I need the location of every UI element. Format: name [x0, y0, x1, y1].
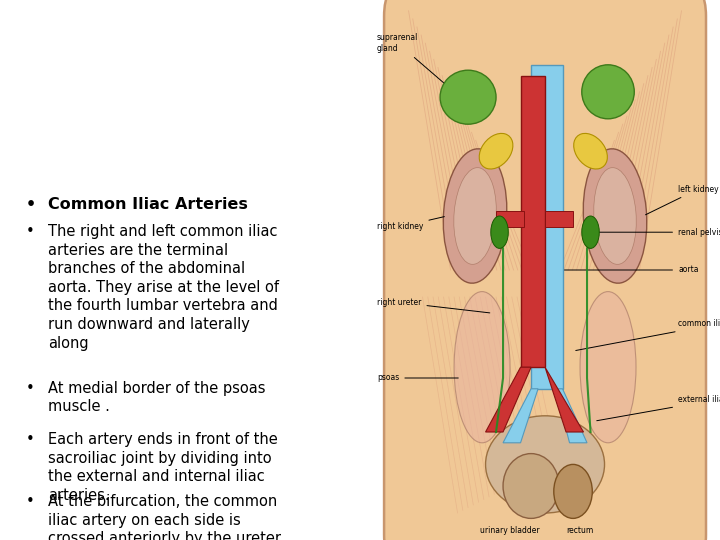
Ellipse shape [454, 167, 496, 265]
Ellipse shape [491, 216, 508, 248]
Text: right ureter: right ureter [377, 298, 490, 313]
Ellipse shape [582, 65, 634, 119]
Text: Common Iliac Arteries: Common Iliac Arteries [48, 197, 248, 212]
Bar [521, 76, 545, 367]
Bar [545, 211, 573, 227]
Ellipse shape [485, 416, 605, 513]
Text: •: • [26, 381, 35, 396]
Text: rectum: rectum [567, 525, 594, 535]
Text: urinary bladder: urinary bladder [480, 525, 540, 535]
Text: left kidney: left kidney [646, 185, 719, 215]
Ellipse shape [454, 292, 510, 443]
Ellipse shape [440, 70, 496, 124]
Text: right kidney: right kidney [377, 217, 444, 231]
Ellipse shape [503, 454, 559, 518]
Ellipse shape [444, 149, 507, 283]
Text: renal pelvis: renal pelvis [597, 228, 720, 237]
Ellipse shape [574, 133, 608, 169]
Polygon shape [503, 389, 538, 443]
Ellipse shape [583, 149, 647, 283]
Text: psoas: psoas [377, 374, 458, 382]
Ellipse shape [582, 216, 599, 248]
Text: external iliac artery: external iliac artery [597, 395, 720, 421]
Text: •: • [26, 432, 35, 447]
Text: common iliac artery: common iliac artery [576, 320, 720, 350]
Ellipse shape [580, 292, 636, 443]
Polygon shape [556, 389, 587, 443]
Text: •: • [26, 494, 35, 509]
Text: •: • [26, 224, 35, 239]
Text: aorta: aorta [562, 266, 698, 274]
Text: suprarenal
gland: suprarenal gland [377, 33, 452, 90]
Text: At medial border of the psoas
muscle .: At medial border of the psoas muscle . [48, 381, 266, 414]
Bar [531, 65, 562, 389]
FancyBboxPatch shape [384, 0, 706, 540]
Text: Each artery ends in front of the
sacroiliac joint by dividing into
the external : Each artery ends in front of the sacroil… [48, 432, 278, 503]
Text: At the bifurcation, the common
iliac artery on each side is
crossed anteriorly b: At the bifurcation, the common iliac art… [48, 494, 291, 540]
Bar [496, 211, 524, 227]
Text: •: • [26, 197, 36, 212]
Polygon shape [485, 367, 531, 432]
Ellipse shape [480, 133, 513, 169]
Ellipse shape [594, 167, 636, 265]
Polygon shape [545, 367, 583, 432]
Ellipse shape [554, 464, 593, 518]
Text: The right and left common iliac
arteries are the terminal
branches of the abdomi: The right and left common iliac arteries… [48, 224, 279, 350]
